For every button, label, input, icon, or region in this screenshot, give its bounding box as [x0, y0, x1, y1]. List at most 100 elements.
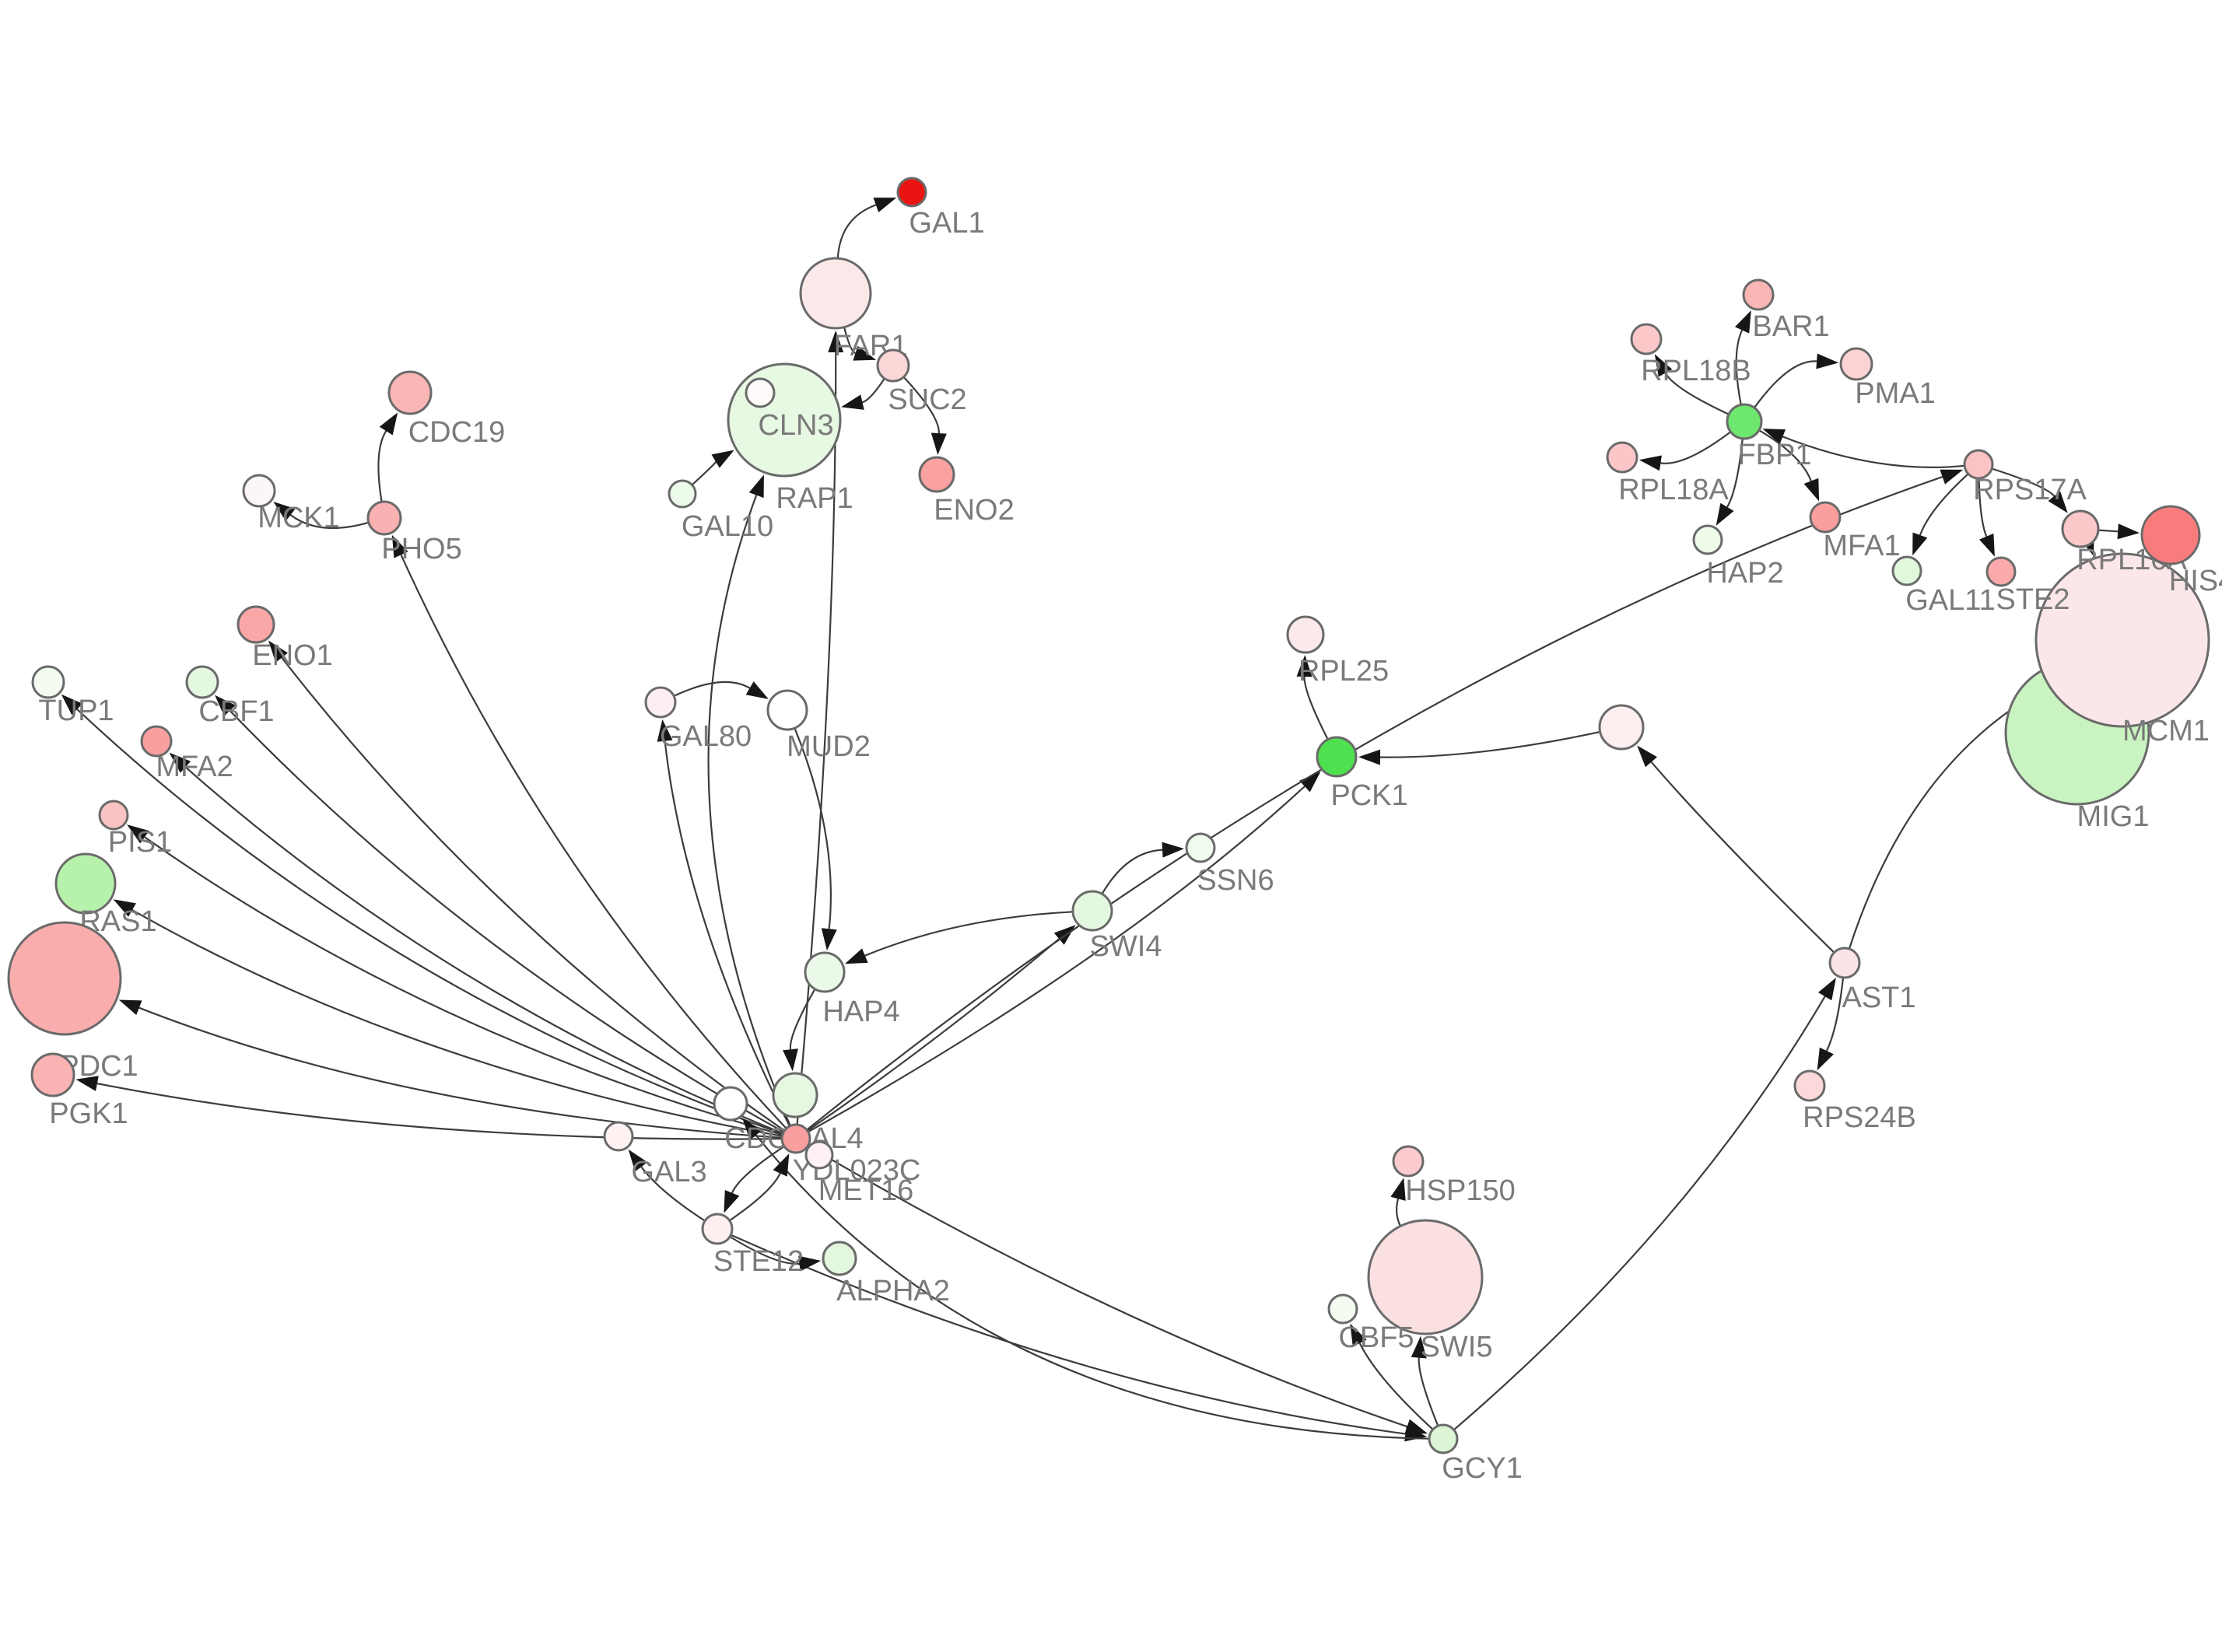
node-RPL18A[interactable]	[1606, 441, 1638, 474]
edge-GCY1-CBF5[interactable]	[1350, 1323, 1434, 1430]
edge-PHO5-MCK1[interactable]	[273, 502, 370, 530]
edge-YDL023C-RPS17A[interactable]	[806, 469, 1964, 1131]
edge-FBP1-HAP2[interactable]	[1716, 438, 1744, 526]
edge-SWI5-HSP150[interactable]	[1390, 1178, 1406, 1227]
node-GAL1[interactable]	[896, 177, 927, 208]
node-MFA2[interactable]	[140, 725, 173, 758]
edge-RPS17A-GAL11[interactable]	[1912, 473, 1969, 556]
edge-GAL80-MUD2[interactable]	[673, 681, 769, 699]
node-GCY1[interactable]	[1428, 1423, 1459, 1454]
edge-YDL023C-RAP1[interactable]	[707, 474, 791, 1126]
node-ENO1[interactable]	[237, 605, 275, 644]
edge-YDL023C-PIS1[interactable]	[127, 824, 783, 1136]
edge-FBP1-MFA1[interactable]	[1758, 429, 1820, 502]
edge-YDL023C-PDC1[interactable]	[118, 999, 783, 1139]
edge-PHO5-CDC19[interactable]	[377, 412, 398, 502]
edge-YDL023C-PHO5[interactable]	[391, 534, 787, 1129]
node-PMA1[interactable]	[1839, 347, 1873, 381]
edge-SWI4-HAP4[interactable]	[844, 911, 1074, 964]
node-MCK1[interactable]	[242, 474, 276, 508]
node-CDC6[interactable]	[713, 1086, 748, 1122]
node-CLN3[interactable]	[745, 377, 776, 408]
node-HSP150[interactable]	[1392, 1145, 1425, 1178]
node-FBP1[interactable]	[1726, 403, 1763, 440]
node-HAP4[interactable]	[804, 951, 846, 993]
node-GAL10[interactable]	[668, 479, 697, 509]
edge-FBP1-RPL18B[interactable]	[1654, 354, 1730, 415]
edge-SWI4-SSN6[interactable]	[1101, 842, 1185, 894]
node-GAL3[interactable]	[603, 1121, 634, 1152]
node-AST1[interactable]	[1828, 947, 1861, 979]
node-HAP2[interactable]	[1692, 524, 1723, 555]
edge-YDL023C-MFA2[interactable]	[169, 752, 783, 1135]
edge-AST1-RPS24B[interactable]	[1817, 977, 1845, 1071]
node-RPS17A[interactable]	[1963, 449, 1994, 480]
node-PCK1[interactable]	[1316, 736, 1358, 778]
node-SWI4[interactable]	[1071, 890, 1113, 932]
edge-GCY1-SWI5[interactable]	[1411, 1335, 1439, 1426]
edge-GAL10-RAP1[interactable]	[691, 450, 734, 486]
node-MCM1[interactable]	[2034, 552, 2210, 728]
edge-FBP1-PMA1[interactable]	[1754, 353, 1839, 408]
node-PGK1[interactable]	[30, 1052, 75, 1097]
edge-YDL023C-PCK1[interactable]	[808, 772, 1321, 1133]
node-GAL11[interactable]	[1891, 555, 1922, 586]
edge-SUC2-RAP1[interactable]	[841, 377, 885, 410]
edge-RPS17A-STE2[interactable]	[1978, 478, 1995, 557]
edge-RPS17A-FBP1[interactable]	[1762, 429, 1965, 468]
edge-YDL023C-FAR1[interactable]	[796, 331, 844, 1125]
node-NODE1[interactable]	[1598, 704, 1645, 751]
node-MET16[interactable]	[804, 1140, 834, 1170]
node-STE2[interactable]	[1985, 556, 2017, 587]
node-GAL4[interactable]	[772, 1072, 818, 1118]
edge-PCK1-RPL25[interactable]	[1296, 655, 1329, 740]
edge-YDL023C-RAS1[interactable]	[113, 899, 783, 1137]
edge-YDL023C-PGK1[interactable]	[75, 1076, 783, 1140]
edge-SUC2-ENO2[interactable]	[902, 376, 947, 455]
node-CBF5[interactable]	[1327, 1293, 1358, 1325]
node-BAR1[interactable]	[1742, 278, 1775, 311]
edge-YDL023C-TUP1[interactable]	[61, 694, 783, 1135]
edge-STE12-GAL3[interactable]	[628, 1149, 706, 1222]
node-STE12[interactable]	[701, 1213, 734, 1245]
edge-HAP4-GAL4[interactable]	[783, 989, 816, 1072]
node-RPL18B[interactable]	[1630, 323, 1663, 355]
node-PHO5[interactable]	[366, 500, 402, 536]
node-MFA1[interactable]	[1809, 501, 1842, 534]
node-RAS1[interactable]	[54, 852, 117, 915]
node-ENO2[interactable]	[918, 456, 955, 493]
edge-YDL023C-GAL80[interactable]	[657, 719, 790, 1127]
edge-NODE1-PCK1[interactable]	[1358, 730, 1600, 765]
edge-RPL16A-HIS4[interactable]	[2098, 523, 2140, 540]
node-SUC2[interactable]	[876, 348, 910, 383]
node-PDC1[interactable]	[7, 921, 122, 1036]
edge-STE12-ALPHA2[interactable]	[729, 1236, 822, 1272]
edge-YDL023C-STE12[interactable]	[724, 1145, 785, 1213]
edge-FAR1-GAL1[interactable]	[836, 198, 897, 259]
edge-STE12-YDL023C[interactable]	[729, 1153, 790, 1222]
edge-MUD2-HAP4[interactable]	[794, 727, 837, 951]
node-RPS24B[interactable]	[1793, 1069, 1826, 1102]
node-ALPHA2[interactable]	[822, 1241, 857, 1276]
edge-FAR1-SUC2[interactable]	[843, 327, 877, 361]
node-GAL80[interactable]	[644, 686, 677, 719]
node-TUP1[interactable]	[31, 665, 65, 699]
node-PIS1[interactable]	[98, 800, 129, 831]
node-RPL16A[interactable]	[2061, 509, 2100, 548]
edge-RPS17A-RPL16A[interactable]	[1991, 467, 2068, 513]
node-SSN6[interactable]	[1185, 832, 1216, 863]
node-MUD2[interactable]	[766, 689, 808, 731]
node-HIS4[interactable]	[2140, 505, 2201, 565]
node-CDC19[interactable]	[387, 370, 433, 415]
edge-GCY1-AST1[interactable]	[1453, 978, 1836, 1431]
node-RPL25[interactable]	[1286, 615, 1325, 654]
edge-AST1-NODE1[interactable]	[1637, 745, 1835, 954]
edge-GCY1-CDC6[interactable]	[742, 1118, 1430, 1440]
node-YDL023C[interactable]	[780, 1123, 811, 1154]
edge-FBP1-BAR1[interactable]	[1735, 310, 1751, 405]
edge-FBP1-RPL18A[interactable]	[1638, 431, 1732, 471]
node-FAR1[interactable]	[799, 257, 872, 330]
node-CBF1[interactable]	[185, 665, 219, 699]
edge-YDL023C-CBF1[interactable]	[215, 695, 784, 1133]
edge-YDL023C-ENO1[interactable]	[268, 640, 785, 1132]
